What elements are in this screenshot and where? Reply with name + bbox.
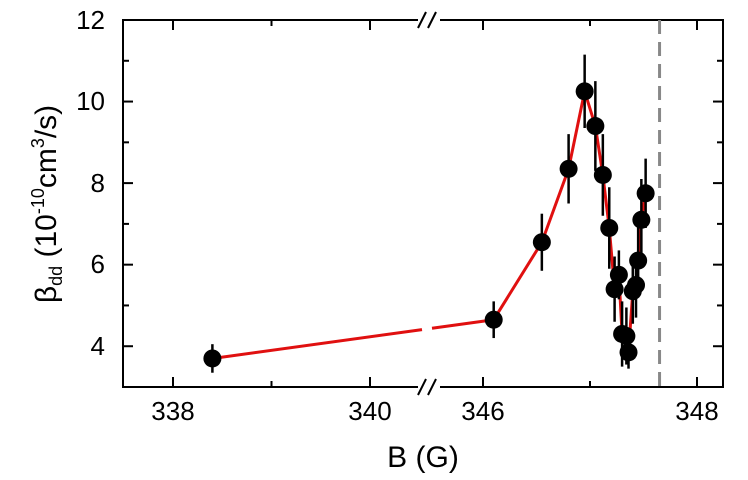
data-point-12 (619, 343, 638, 362)
markers-group (203, 82, 655, 368)
data-point-3 (559, 159, 578, 178)
data-point-4 (575, 82, 594, 101)
data-point-17 (636, 184, 655, 203)
y-tick-label-6: 6 (91, 249, 105, 279)
x-axis-label: B (G) (387, 441, 459, 474)
y-tick-label-10: 10 (76, 86, 105, 116)
data-point-6 (593, 165, 612, 184)
data-point-9 (609, 265, 628, 284)
x-tick-label-338: 338 (151, 396, 194, 426)
error-bars-group (211, 54, 647, 373)
y-label-base: β (30, 286, 63, 303)
y-label-sub: dd (46, 266, 66, 286)
y-axis-label: βdd (10-10cm3/s) (28, 105, 66, 303)
x-tick-label-340: 340 (348, 396, 391, 426)
x-tick-label-348: 348 (675, 396, 718, 426)
data-point-11 (617, 327, 636, 346)
data-point-15 (629, 251, 648, 270)
y-label-rest-c: /s) (30, 105, 63, 138)
series-line-group (212, 89, 648, 360)
y-label-sup-b: 3 (28, 138, 48, 148)
y-tick-label-8: 8 (91, 168, 105, 198)
data-point-8 (605, 280, 624, 299)
data-point-5 (586, 117, 605, 136)
data-point-2 (532, 233, 551, 252)
x-axis-break-bottom (417, 378, 440, 396)
series-line-left (212, 328, 423, 360)
data-point-0 (203, 349, 222, 368)
data-point-7 (600, 218, 619, 237)
y-tick-label-12: 12 (76, 5, 105, 35)
y-label-sup-a: -10 (28, 188, 48, 214)
data-point-16 (632, 210, 651, 229)
y-label-rest-a: (10 (30, 214, 63, 266)
y-label-rest-b: cm (30, 148, 63, 188)
data-point-1 (484, 310, 503, 329)
y-tick-label-4: 4 (91, 331, 105, 361)
x-axis-break-top (417, 11, 440, 29)
data-point-14 (627, 276, 646, 295)
axis-ticks (123, 19, 723, 387)
x-tick-label-346: 346 (461, 396, 504, 426)
